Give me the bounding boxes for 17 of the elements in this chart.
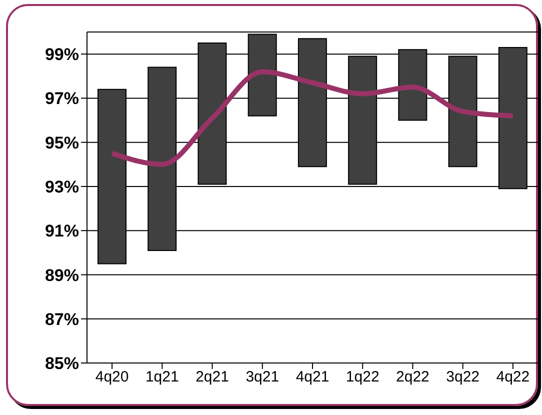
y-tick-label: 97%: [44, 89, 79, 108]
y-tick-label: 95%: [44, 133, 79, 152]
x-tick-label: 3q21: [246, 368, 280, 386]
y-tick-label: 89%: [44, 266, 79, 285]
x-tick-label: 4q22: [496, 368, 530, 386]
y-tick-label: 93%: [44, 178, 79, 196]
y-tick-label: 91%: [44, 222, 79, 241]
x-tick-label: 4q21: [296, 368, 330, 386]
x-tick-label: 1q21: [145, 368, 179, 386]
x-tick-label: 1q22: [346, 368, 380, 386]
x-tick-label: 4q20: [95, 368, 129, 386]
x-tick-label: 2q21: [196, 368, 229, 386]
y-tick-label: 99%: [44, 45, 79, 64]
y-tick-label: 87%: [44, 310, 79, 329]
y-tick-label: 85%: [44, 354, 79, 374]
x-tick-label: 3q22: [446, 368, 480, 386]
x-tick-label: 2q22: [396, 368, 430, 386]
